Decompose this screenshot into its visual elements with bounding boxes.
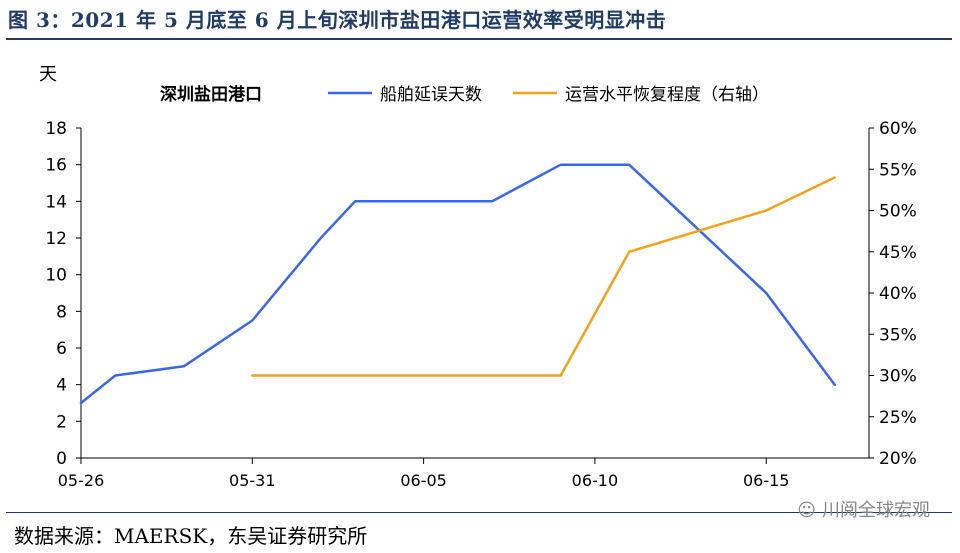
y2-tick-label: 25%: [879, 408, 917, 428]
x-tick-label: 06-05: [400, 471, 447, 490]
data-source: 数据来源：MAERSK，东吴证券研究所: [14, 524, 368, 548]
y2-tick-label: 50%: [879, 202, 917, 222]
y2-tick-label: 40%: [879, 284, 917, 304]
chart-legend: 深圳盐田港口 船舶延误天数 运营水平恢复程度（右轴）: [160, 84, 769, 105]
watermark-text: 川阅全球宏观: [822, 500, 930, 521]
y-tick-label: 16: [45, 156, 67, 176]
chart-axes: 0 2 4 6 8 10 12 14 16 18 20% 25% 30% 35% 40% 45% 50% 55% 6…: [39, 64, 917, 490]
watermark: ☺ 川阅全球宏观: [797, 496, 930, 522]
chart-title: 深圳盐田港口: [160, 84, 262, 105]
y-tick-label: 0: [56, 449, 67, 469]
page-title: 图 3：2021 年 5 月底至 6 月上旬深圳市盐田港口运营效率受明显冲击: [8, 8, 667, 32]
y-tick-label: 18: [45, 119, 67, 139]
y2-tick-label: 60%: [879, 119, 917, 139]
y2-tick-label: 45%: [879, 243, 917, 263]
x-tick-label: 06-15: [743, 471, 790, 490]
y-tick-label: 14: [45, 192, 67, 212]
x-tick-label: 05-31: [229, 471, 276, 490]
y-tick-label: 4: [56, 376, 67, 396]
y2-tick-label: 20%: [879, 449, 917, 469]
wechat-icon: ☺: [797, 500, 816, 521]
series-line-2: [251, 176, 836, 377]
x-tick-label: 05-26: [58, 471, 105, 490]
series-line-1: [79, 163, 836, 405]
y-tick-label: 12: [45, 229, 67, 249]
x-tick-label: 06-10: [572, 471, 619, 490]
y-tick-label: 6: [56, 339, 67, 359]
y-tick-label: 2: [56, 412, 67, 432]
y-axis-label: 天: [39, 64, 57, 85]
legend-label: 船舶延误天数: [380, 85, 482, 105]
y2-tick-label: 55%: [879, 160, 917, 180]
y-tick-label: 10: [45, 266, 67, 286]
y-tick-label: 8: [56, 302, 67, 322]
y2-tick-label: 35%: [879, 325, 917, 345]
footer-rule: [6, 512, 952, 513]
title-rule: [6, 38, 952, 40]
y2-tick-label: 30%: [879, 367, 917, 387]
chart-series: [79, 163, 836, 405]
legend-label: 运营水平恢复程度（右轴）: [565, 85, 769, 105]
